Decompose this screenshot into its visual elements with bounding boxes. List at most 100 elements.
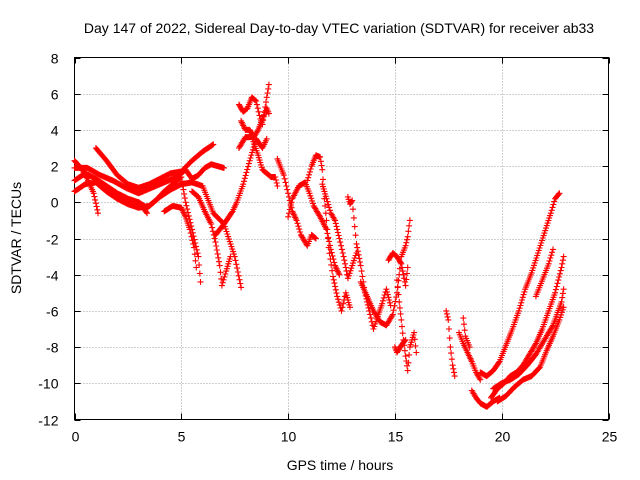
plus-marker bbox=[227, 253, 234, 260]
plus-marker bbox=[340, 253, 347, 260]
plus-marker bbox=[555, 277, 562, 284]
plus-marker bbox=[334, 229, 341, 236]
plus-marker bbox=[403, 276, 410, 283]
plus-marker bbox=[545, 260, 552, 267]
plus-marker bbox=[245, 163, 252, 170]
plus-marker bbox=[324, 198, 331, 205]
plus-marker bbox=[552, 286, 559, 293]
plus-marker bbox=[209, 228, 216, 235]
plus-marker bbox=[385, 294, 392, 301]
plus-marker bbox=[215, 254, 222, 261]
y-tick-label: -12 bbox=[38, 413, 58, 429]
plus-marker bbox=[556, 274, 563, 280]
plus-marker bbox=[396, 298, 403, 305]
plus-marker bbox=[221, 164, 227, 171]
plus-marker bbox=[92, 200, 99, 207]
plus-marker bbox=[495, 359, 502, 366]
plus-marker bbox=[241, 175, 248, 182]
plus-marker bbox=[326, 238, 333, 245]
plus-marker bbox=[350, 206, 356, 213]
plus-marker bbox=[253, 101, 260, 108]
plus-marker bbox=[450, 365, 457, 372]
plus-marker bbox=[400, 271, 407, 278]
plus-marker bbox=[195, 253, 202, 260]
plus-marker bbox=[192, 257, 199, 264]
plus-marker bbox=[222, 271, 229, 277]
plus-marker bbox=[519, 294, 526, 301]
plus-marker bbox=[354, 248, 361, 255]
plus-marker bbox=[557, 267, 564, 274]
plus-marker bbox=[405, 359, 412, 366]
plus-marker bbox=[461, 321, 467, 328]
plus-marker bbox=[559, 260, 566, 267]
plus-marker bbox=[322, 202, 329, 209]
plus-marker bbox=[280, 172, 287, 179]
series-arc-12 bbox=[238, 105, 272, 141]
plus-marker bbox=[520, 291, 527, 298]
plus-marker bbox=[241, 178, 247, 185]
plus-marker bbox=[391, 302, 398, 309]
plus-marker bbox=[399, 330, 406, 337]
plus-marker bbox=[274, 183, 281, 189]
plus-marker bbox=[380, 294, 387, 301]
plus-marker bbox=[320, 176, 326, 183]
plus-marker bbox=[412, 342, 419, 349]
plus-marker bbox=[325, 201, 332, 208]
plus-marker bbox=[191, 244, 198, 251]
plus-marker bbox=[333, 290, 340, 297]
plus-marker bbox=[379, 300, 386, 307]
plus-marker bbox=[297, 229, 304, 235]
plus-marker bbox=[390, 307, 397, 314]
y-tick-labels: -12 -10 -8 -6 -4 -2 0 2 4 6 8 bbox=[38, 51, 58, 429]
plus-marker bbox=[558, 298, 565, 305]
plus-marker bbox=[188, 233, 195, 240]
plus-marker bbox=[341, 257, 348, 264]
plus-marker bbox=[398, 316, 405, 323]
plus-marker bbox=[234, 265, 241, 272]
plus-marker bbox=[184, 206, 191, 213]
series-arc-29 bbox=[494, 304, 567, 405]
plus-marker bbox=[329, 267, 336, 274]
plus-marker bbox=[334, 226, 341, 233]
plus-marker bbox=[233, 261, 240, 268]
plus-marker bbox=[194, 250, 201, 257]
plus-marker bbox=[181, 190, 188, 197]
x-tick-labels: 0 5 10 15 20 25 bbox=[72, 429, 618, 445]
plus-marker bbox=[404, 362, 410, 369]
plus-marker bbox=[547, 255, 554, 261]
plus-marker bbox=[546, 257, 553, 264]
plus-marker bbox=[386, 299, 393, 306]
plus-marker bbox=[208, 221, 215, 227]
plus-marker bbox=[317, 154, 324, 161]
plus-marker bbox=[332, 283, 339, 290]
plus-marker bbox=[212, 239, 219, 246]
y-tick-label: 8 bbox=[51, 51, 59, 67]
plus-marker bbox=[549, 249, 556, 256]
plus-marker bbox=[248, 152, 255, 159]
plus-marker bbox=[295, 223, 302, 230]
plus-marker bbox=[242, 172, 249, 179]
plus-marker bbox=[448, 356, 455, 363]
plus-marker bbox=[263, 135, 270, 142]
plus-marker bbox=[517, 302, 524, 309]
plus-marker bbox=[216, 262, 223, 269]
plus-marker bbox=[389, 312, 395, 319]
plus-marker bbox=[352, 232, 359, 239]
plus-marker bbox=[235, 272, 242, 279]
plus-marker bbox=[237, 280, 244, 287]
plus-marker bbox=[317, 158, 324, 165]
plus-marker bbox=[190, 240, 197, 247]
series-arc-7 bbox=[161, 202, 200, 271]
plus-marker bbox=[330, 276, 337, 283]
plus-marker bbox=[193, 264, 200, 271]
plus-marker bbox=[335, 299, 342, 306]
plus-marker bbox=[447, 344, 454, 351]
plus-marker bbox=[92, 196, 99, 203]
plus-marker bbox=[253, 97, 260, 104]
plus-marker bbox=[327, 256, 334, 263]
x-tick-label: 10 bbox=[281, 429, 297, 445]
plus-marker bbox=[181, 195, 188, 202]
plus-marker bbox=[264, 90, 271, 97]
plus-marker bbox=[379, 297, 386, 304]
plus-marker bbox=[558, 264, 565, 271]
